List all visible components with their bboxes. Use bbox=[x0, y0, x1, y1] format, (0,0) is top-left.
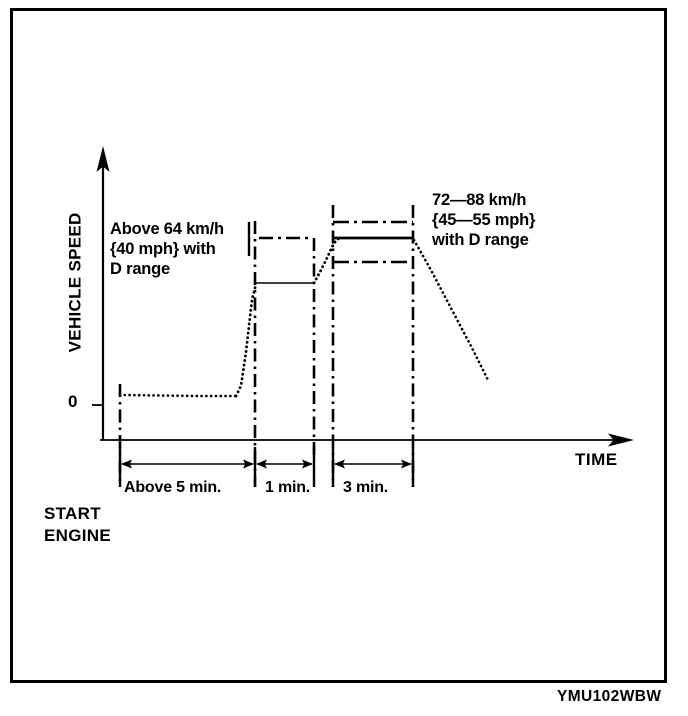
y-axis-arrowhead bbox=[96, 146, 110, 172]
speed-trace-decel bbox=[412, 238, 491, 384]
figure-code-label: YMU102WBW bbox=[557, 688, 662, 705]
x-axis-arrowhead bbox=[608, 433, 634, 447]
y-axis-label: VEHICLE SPEED bbox=[65, 212, 85, 353]
x-axis bbox=[100, 433, 634, 447]
figure-frame-border bbox=[10, 8, 667, 683]
annotation-72-88-kmh: 72—88 km/h {45—55 mph} with D range bbox=[432, 191, 536, 250]
dimension-label-3-min: 3 min. bbox=[343, 479, 389, 496]
speed-trace-accel-2 bbox=[312, 236, 341, 285]
dimension-label-above-5-min: Above 5 min. bbox=[124, 479, 222, 496]
x-axis-label: TIME bbox=[575, 450, 618, 469]
y-axis bbox=[96, 146, 110, 440]
start-engine-note: START ENGINE bbox=[44, 504, 111, 545]
speed-trace-idle bbox=[118, 392, 238, 398]
annotation-above-64-kmh: Above 64 km/h {40 mph} with D range bbox=[110, 220, 224, 279]
y-axis-zero-label: 0 bbox=[68, 392, 78, 411]
speed-trace-accel-1 bbox=[234, 282, 258, 398]
dimension-label-1-min: 1 min. bbox=[265, 479, 311, 496]
dimension-extension-ticks bbox=[118, 447, 415, 487]
